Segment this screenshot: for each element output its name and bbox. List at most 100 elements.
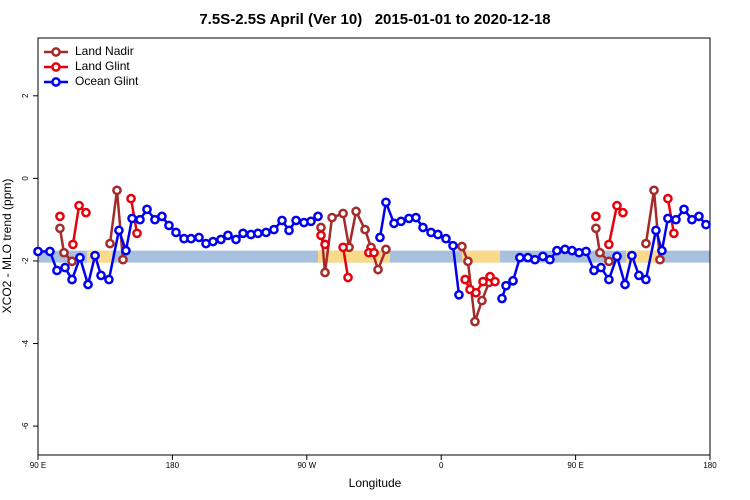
x-tick-label: 90 E xyxy=(567,461,583,470)
data-point xyxy=(261,227,271,238)
data-point xyxy=(338,242,348,253)
y-tick-label: -4 xyxy=(21,339,30,347)
data-point xyxy=(238,228,248,239)
chart-title: 7.5S-2.5S April (Ver 10) 2015-01-01 to 2… xyxy=(199,11,550,28)
data-point xyxy=(552,245,562,256)
data-point xyxy=(604,239,614,250)
data-point xyxy=(327,212,337,223)
highlight-band xyxy=(318,250,390,263)
data-point xyxy=(208,236,218,247)
data-point xyxy=(316,222,326,233)
data-point xyxy=(508,275,518,286)
data-point xyxy=(194,232,204,243)
highlight-band xyxy=(625,250,660,263)
data-point xyxy=(375,232,385,243)
data-point xyxy=(83,279,93,290)
data-point xyxy=(52,265,62,276)
data-point xyxy=(641,238,651,249)
data-point xyxy=(121,245,131,256)
data-point xyxy=(433,229,443,240)
y-tick-label: -2 xyxy=(21,257,30,265)
data-point xyxy=(381,197,391,208)
highlight-band xyxy=(461,250,501,263)
legend-marker xyxy=(51,47,61,57)
data-point xyxy=(186,233,196,244)
data-point xyxy=(595,247,605,258)
data-point xyxy=(649,185,659,196)
data-point xyxy=(343,272,353,283)
data-point xyxy=(545,254,555,265)
data-point xyxy=(68,239,78,250)
data-point xyxy=(651,225,661,236)
data-point xyxy=(171,227,181,238)
x-tick-label: 180 xyxy=(166,461,180,470)
data-point xyxy=(127,213,137,224)
data-point xyxy=(620,279,630,290)
data-point xyxy=(338,208,348,219)
data-point xyxy=(142,204,152,215)
data-point xyxy=(490,276,500,287)
data-point xyxy=(591,223,601,234)
data-point xyxy=(313,211,323,222)
data-point xyxy=(45,246,55,257)
data-point xyxy=(381,244,391,255)
x-tick-label: 0 xyxy=(439,461,444,470)
data-point xyxy=(441,233,451,244)
data-point xyxy=(591,211,601,222)
data-point xyxy=(112,185,122,196)
data-point xyxy=(471,287,481,298)
legend-label: Land Glint xyxy=(75,59,130,73)
data-point xyxy=(351,206,361,217)
y-tick-label: -6 xyxy=(21,422,30,430)
data-point xyxy=(373,264,383,275)
data-point xyxy=(360,224,370,235)
data-point xyxy=(114,225,124,236)
data-point xyxy=(411,212,421,223)
data-point xyxy=(530,254,540,265)
data-point xyxy=(655,254,665,265)
legend-marker xyxy=(51,62,61,72)
x-tick-label: 90 W xyxy=(297,461,316,470)
data-point xyxy=(90,250,100,261)
x-tick-label: 180 xyxy=(703,461,717,470)
data-point xyxy=(126,193,136,204)
data-point xyxy=(55,211,65,222)
data-point xyxy=(320,267,330,278)
legend-label: Ocean Glint xyxy=(75,74,139,88)
data-point xyxy=(669,228,679,239)
data-point xyxy=(604,274,614,285)
data-point xyxy=(515,252,525,263)
data-point xyxy=(596,262,606,273)
data-point xyxy=(157,211,167,222)
data-point xyxy=(164,220,174,231)
data-point xyxy=(284,225,294,236)
data-point xyxy=(59,247,69,258)
data-point xyxy=(663,193,673,204)
data-point xyxy=(231,234,241,245)
x-tick-label: 90 E xyxy=(30,461,46,470)
data-point xyxy=(641,274,651,285)
data-point xyxy=(223,230,233,241)
data-point xyxy=(396,216,406,227)
data-point xyxy=(105,238,115,249)
data-point xyxy=(460,274,470,285)
data-point xyxy=(216,234,226,245)
data-point xyxy=(253,228,263,239)
data-point xyxy=(269,224,279,235)
data-point xyxy=(96,270,106,281)
data-point xyxy=(457,241,467,252)
data-point xyxy=(316,230,326,241)
data-point xyxy=(663,213,673,224)
data-point xyxy=(470,316,480,327)
data-point xyxy=(418,222,428,233)
plot-frame xyxy=(37,37,711,456)
data-point xyxy=(634,270,644,281)
data-point xyxy=(501,280,511,291)
data-point xyxy=(612,200,622,211)
data-point xyxy=(627,250,637,261)
data-point xyxy=(81,207,91,218)
legend-marker xyxy=(51,77,61,87)
data-point xyxy=(463,256,473,267)
x-axis-label: Longitude xyxy=(349,476,402,490)
data-point xyxy=(604,256,614,267)
